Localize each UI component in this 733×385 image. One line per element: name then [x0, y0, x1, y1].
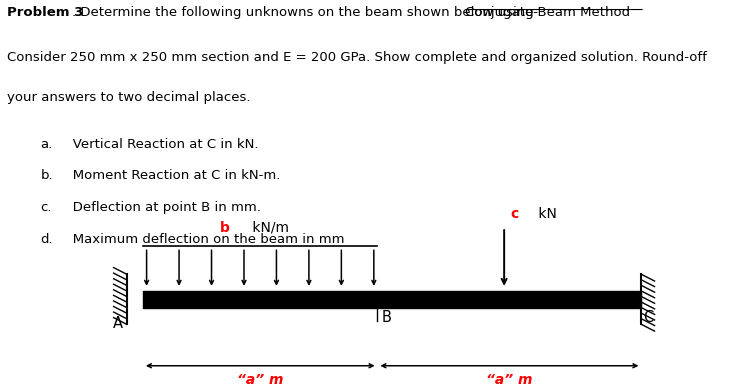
Text: d.: d. — [40, 233, 53, 246]
Text: Conjugate-Beam Method: Conjugate-Beam Method — [465, 6, 630, 19]
Text: kN: kN — [534, 208, 557, 221]
Text: c.: c. — [40, 201, 52, 214]
Text: B: B — [382, 310, 391, 325]
Text: C: C — [644, 310, 654, 325]
Text: “a” m: “a” m — [237, 373, 284, 385]
Text: . Determine the following unknowns on the beam shown below using: . Determine the following unknowns on th… — [72, 6, 538, 19]
Text: Vertical Reaction at C in kN.: Vertical Reaction at C in kN. — [60, 137, 259, 151]
Text: Problem 3: Problem 3 — [7, 6, 84, 19]
Text: your answers to two decimal places.: your answers to two decimal places. — [7, 91, 251, 104]
Text: a.: a. — [40, 137, 53, 151]
Text: Moment Reaction at C in kN-m.: Moment Reaction at C in kN-m. — [60, 169, 281, 182]
Text: Deflection at point B in mm.: Deflection at point B in mm. — [60, 201, 261, 214]
Text: Maximum deflection on the beam in mm: Maximum deflection on the beam in mm — [60, 233, 345, 246]
Text: kN/m: kN/m — [248, 221, 290, 235]
Text: “a” m: “a” m — [486, 373, 533, 385]
Text: A: A — [113, 316, 123, 331]
Text: b.: b. — [40, 169, 53, 182]
Text: c: c — [510, 208, 518, 221]
Bar — [143, 291, 641, 308]
Text: Consider 250 mm x 250 mm section and E = 200 GPa. Show complete and organized so: Consider 250 mm x 250 mm section and E =… — [7, 51, 707, 64]
Text: b: b — [221, 221, 230, 235]
